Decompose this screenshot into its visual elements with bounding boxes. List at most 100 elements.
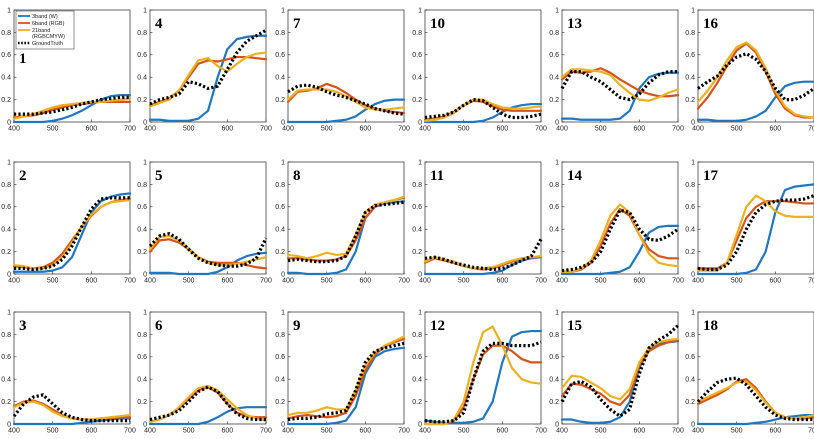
series-gt-line xyxy=(149,28,267,106)
x-tick-label: 600 xyxy=(85,126,97,133)
x-tick-label: 600 xyxy=(359,126,371,133)
x-tick-label: 700 xyxy=(672,428,684,435)
y-tick-label: 0.6 xyxy=(549,204,559,211)
series-6band-line xyxy=(560,338,680,407)
series-gt-line xyxy=(424,97,542,120)
x-tick-label: 600 xyxy=(769,126,781,133)
panel-3: 0 0.2 0.4 0.6 0.8 1 400 500 600 700 3 xyxy=(1,309,136,434)
panel-number: 5 xyxy=(155,168,163,184)
x-tick-label: 500 xyxy=(183,428,195,435)
y-tick-label: 0 xyxy=(143,421,147,428)
y-tick-label: 0.4 xyxy=(685,227,695,234)
y-tick-label: 1 xyxy=(418,7,422,14)
plot-frame xyxy=(287,311,405,425)
series-gt-line xyxy=(148,232,268,268)
series-gt-line xyxy=(287,83,405,116)
y-tick-label: 0.6 xyxy=(685,52,695,59)
x-tick-label: 400 xyxy=(419,126,431,133)
series-3band-line xyxy=(696,183,814,276)
y-tick-label: 0.6 xyxy=(412,354,422,361)
y-tick-label: 0.6 xyxy=(137,204,147,211)
panel-4: 0 0.2 0.4 0.6 0.8 1 400 500 600 700 4 xyxy=(137,7,272,132)
x-tick-label: 400 xyxy=(282,278,294,285)
y-tick-label: 1 xyxy=(143,159,147,166)
y-tick-label: 0.8 xyxy=(549,182,559,189)
y-tick-label: 0.2 xyxy=(1,97,11,104)
panel-number: 6 xyxy=(155,318,163,334)
panel-number: 14 xyxy=(567,168,583,184)
y-tick-label: 1 xyxy=(281,7,285,14)
y-tick-label: 0 xyxy=(281,271,285,278)
x-tick-label: 500 xyxy=(47,126,59,133)
x-tick-label: 400 xyxy=(419,428,431,435)
x-tick-label: 600 xyxy=(496,278,508,285)
y-tick-label: 0.2 xyxy=(1,249,11,256)
y-tick-label: 0.8 xyxy=(137,332,147,339)
x-tick-label: 400 xyxy=(556,278,568,285)
series-gt-line xyxy=(697,52,814,102)
panel-9: 0 0.2 0.4 0.6 0.8 1 400 500 600 700 9 xyxy=(275,309,410,434)
series-21band-line xyxy=(148,234,268,267)
y-tick-label: 0.2 xyxy=(275,249,285,256)
panel-number: 12 xyxy=(430,318,445,334)
y-tick-label: 1 xyxy=(7,7,11,14)
y-tick-label: 0.4 xyxy=(137,377,147,384)
x-tick-label: 700 xyxy=(260,428,272,435)
x-tick-label: 500 xyxy=(458,126,470,133)
y-tick-label: 0.6 xyxy=(685,204,695,211)
panel-11: 0 0.2 0.4 0.6 0.8 1 400 500 600 700 11 xyxy=(412,159,547,284)
y-tick-label: 1 xyxy=(281,309,285,316)
x-tick-label: 400 xyxy=(692,278,704,285)
x-tick-label: 600 xyxy=(359,278,371,285)
y-tick-label: 0.2 xyxy=(685,97,695,104)
plot-frame xyxy=(424,311,542,425)
legend: 3band (W)6band (RGB)21band(RGBCMYW)Groun… xyxy=(15,10,75,50)
y-tick-label: 0.8 xyxy=(412,30,422,37)
y-tick-label: 1 xyxy=(555,7,559,14)
panel-14: 0 0.2 0.4 0.6 0.8 1 400 500 600 700 14 xyxy=(549,159,684,284)
panel-2: 0 0.2 0.4 0.6 0.8 1 400 500 600 700 2 xyxy=(1,159,136,284)
x-tick-label: 700 xyxy=(672,126,684,133)
y-tick-label: 0 xyxy=(7,119,11,126)
series-3band-line xyxy=(148,406,268,426)
y-tick-label: 0.4 xyxy=(1,377,11,384)
legend-label: 6band (RGB) xyxy=(32,21,65,27)
x-tick-label: 400 xyxy=(692,126,704,133)
x-tick-label: 700 xyxy=(398,278,410,285)
y-tick-label: 1 xyxy=(555,159,559,166)
y-tick-label: 0.4 xyxy=(549,227,559,234)
y-tick-label: 1 xyxy=(555,309,559,316)
plot-frame xyxy=(561,9,679,123)
y-tick-label: 0.2 xyxy=(137,97,147,104)
x-tick-label: 500 xyxy=(731,428,743,435)
panel-12: 0 0.2 0.4 0.6 0.8 1 400 500 600 700 12 xyxy=(412,309,547,434)
x-tick-label: 600 xyxy=(633,126,645,133)
y-tick-label: 0.6 xyxy=(137,354,147,361)
y-tick-label: 0.2 xyxy=(275,97,285,104)
y-tick-label: 0 xyxy=(143,119,147,126)
panel-number: 2 xyxy=(19,168,27,184)
series-3band-line xyxy=(12,417,132,426)
series-21band-line xyxy=(12,400,132,421)
y-tick-label: 0.2 xyxy=(412,97,422,104)
x-tick-label: 600 xyxy=(221,428,233,435)
y-tick-label: 0.8 xyxy=(685,30,695,37)
panel-10: 0 0.2 0.4 0.6 0.8 1 400 500 600 700 10 xyxy=(412,7,547,132)
y-tick-label: 1 xyxy=(418,159,422,166)
x-tick-label: 600 xyxy=(633,428,645,435)
y-tick-label: 0.6 xyxy=(1,354,11,361)
x-tick-label: 700 xyxy=(808,428,814,435)
panel-number: 1 xyxy=(19,51,27,67)
series-3band-line xyxy=(423,102,543,124)
x-tick-label: 700 xyxy=(808,126,814,133)
series-21band-line xyxy=(148,384,268,423)
x-tick-label: 400 xyxy=(282,126,294,133)
series-3band-line xyxy=(286,98,406,124)
y-tick-label: 0 xyxy=(691,421,695,428)
y-tick-label: 0.4 xyxy=(685,377,695,384)
x-tick-label: 400 xyxy=(556,126,568,133)
panel-number: 16 xyxy=(703,16,719,32)
y-tick-label: 0 xyxy=(691,271,695,278)
y-tick-label: 0.2 xyxy=(685,399,695,406)
panel-number: 4 xyxy=(155,16,163,32)
